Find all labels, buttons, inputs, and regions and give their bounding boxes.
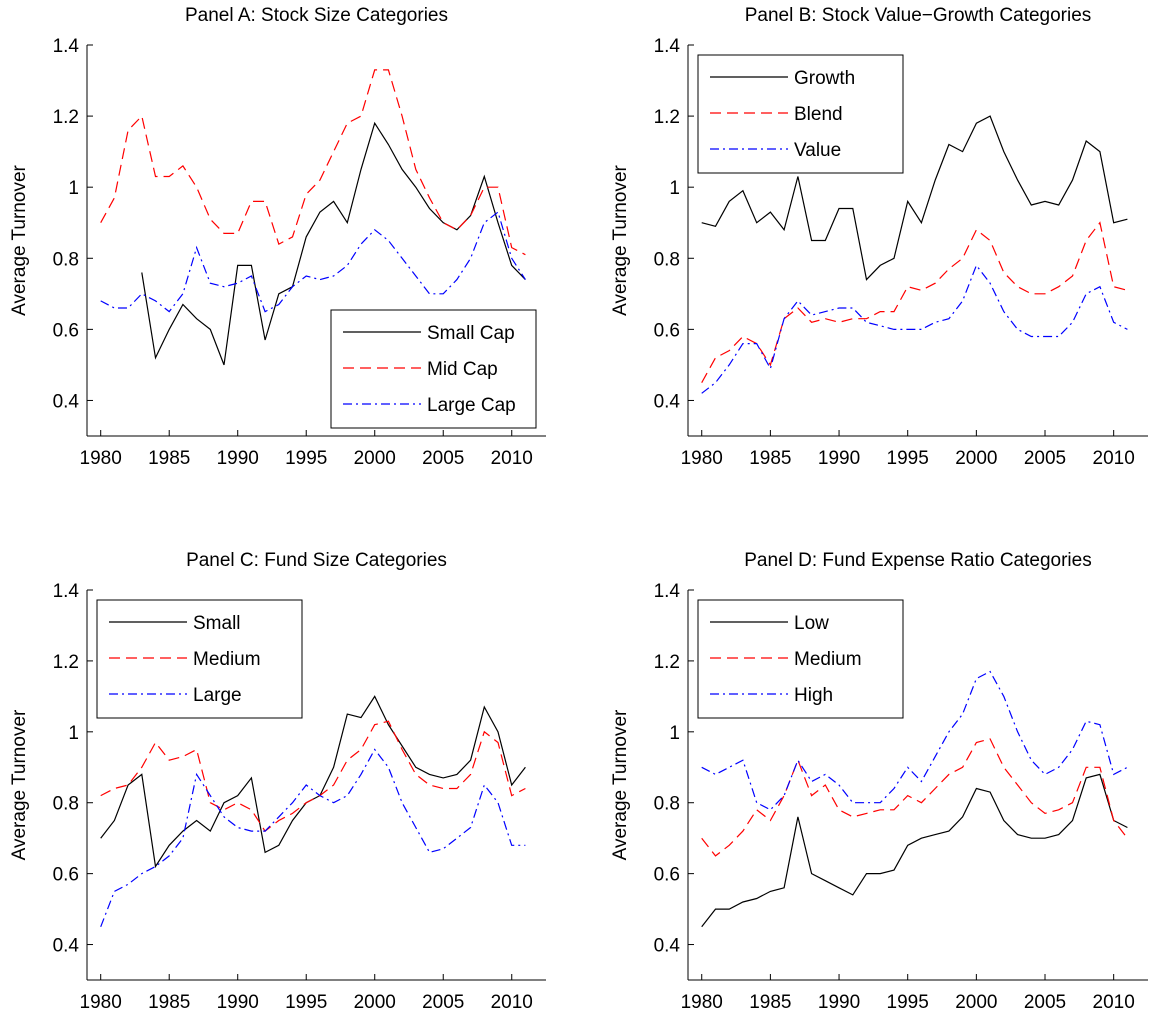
x-tick-label: 1985	[148, 992, 190, 1013]
legend-label: Value	[794, 140, 841, 161]
x-tick-label: 1990	[818, 992, 860, 1013]
y-tick-label: 1.4	[654, 36, 681, 57]
y-tick-label: 0.4	[53, 936, 80, 957]
x-tick-label: 2000	[354, 992, 396, 1013]
y-tick-label: 0.8	[654, 794, 680, 815]
y-tick-label: 0.8	[53, 249, 79, 270]
panel-title: Panel A: Stock Size Categories	[185, 5, 448, 26]
y-tick-label: 0.4	[654, 936, 681, 957]
y-tick-label: 0.4	[654, 391, 681, 412]
x-tick-label: 1985	[148, 448, 190, 469]
x-tick-label: 2005	[1024, 448, 1066, 469]
legend-label: Large Cap	[427, 395, 516, 416]
y-axis-label: Average Turnover	[610, 164, 631, 315]
x-tick-label: 1995	[285, 448, 327, 469]
y-axis-label: Average Turnover	[9, 164, 30, 315]
data-line	[100, 69, 526, 256]
data-line	[701, 773, 1128, 928]
legend-box	[96, 599, 303, 719]
x-tick-label: 1980	[80, 448, 122, 469]
data-line	[701, 264, 1128, 394]
x-tick-label: 1980	[80, 992, 122, 1013]
y-tick-label: 0.6	[53, 865, 79, 886]
y-tick-label: 0.6	[654, 865, 680, 886]
legend-label: High	[794, 685, 833, 706]
legend-label: Medium	[193, 649, 261, 670]
panel-title: Panel D: Fund Expense Ratio Categories	[744, 550, 1091, 571]
panel-title: Panel C: Fund Size Categories	[186, 550, 447, 571]
x-tick-label: 1985	[749, 992, 791, 1013]
y-axis-label: Average Turnover	[9, 709, 30, 860]
x-tick-label: 1985	[749, 448, 791, 469]
y-tick-label: 1	[669, 723, 680, 744]
x-tick-label: 2010	[1093, 448, 1135, 469]
legend-label: Growth	[794, 68, 855, 89]
data-line	[701, 670, 1128, 811]
legend-label: Large	[193, 685, 242, 706]
legend-label: Small	[193, 613, 241, 634]
y-tick-label: 1.2	[53, 107, 79, 128]
x-tick-label: 1980	[681, 992, 723, 1013]
legend-box	[697, 54, 904, 174]
data-line	[100, 695, 526, 869]
y-tick-label: 1.4	[654, 581, 681, 602]
data-line	[701, 115, 1128, 281]
panel-title: Panel B: Stock Value−Growth Categories	[745, 5, 1092, 26]
x-tick-label: 1980	[681, 448, 723, 469]
x-tick-label: 2005	[422, 448, 464, 469]
x-tick-label: 1995	[887, 992, 929, 1013]
legend-label: Blend	[794, 104, 843, 125]
y-tick-label: 1	[669, 178, 680, 199]
x-tick-label: 1990	[217, 992, 259, 1013]
y-tick-label: 1	[68, 178, 79, 199]
x-tick-label: 2000	[955, 992, 997, 1013]
legend-label: Low	[794, 613, 829, 634]
data-line	[100, 211, 526, 313]
y-tick-label: 1.4	[53, 36, 80, 57]
legend-label: Small Cap	[427, 323, 515, 344]
x-tick-label: 2000	[955, 448, 997, 469]
y-tick-label: 1.4	[53, 581, 80, 602]
y-axis-label: Average Turnover	[610, 709, 631, 860]
y-tick-label: 0.8	[53, 794, 79, 815]
y-tick-label: 1.2	[53, 652, 79, 673]
y-tick-label: 0.4	[53, 391, 80, 412]
x-tick-label: 2005	[1024, 992, 1066, 1013]
legend-box	[697, 599, 904, 719]
legend-label: Medium	[794, 649, 862, 670]
x-tick-label: 1995	[887, 448, 929, 469]
y-tick-label: 0.8	[654, 249, 680, 270]
data-line	[701, 738, 1128, 857]
y-tick-label: 1	[68, 723, 79, 744]
x-tick-label: 2000	[354, 448, 396, 469]
data-line	[701, 221, 1128, 383]
x-tick-label: 2005	[422, 992, 464, 1013]
x-tick-label: 1995	[285, 992, 327, 1013]
x-tick-label: 2010	[1093, 992, 1135, 1013]
y-tick-label: 0.6	[53, 320, 79, 341]
x-tick-label: 1990	[818, 448, 860, 469]
data-line	[100, 720, 526, 832]
x-tick-label: 2010	[491, 992, 533, 1013]
y-tick-label: 1.2	[654, 107, 680, 128]
x-tick-label: 1990	[217, 448, 259, 469]
data-line	[100, 748, 526, 928]
legend-box	[330, 309, 537, 429]
y-tick-label: 0.6	[654, 320, 680, 341]
legend-label: Mid Cap	[427, 359, 498, 380]
x-tick-label: 2010	[491, 448, 533, 469]
y-tick-label: 1.2	[654, 652, 680, 673]
